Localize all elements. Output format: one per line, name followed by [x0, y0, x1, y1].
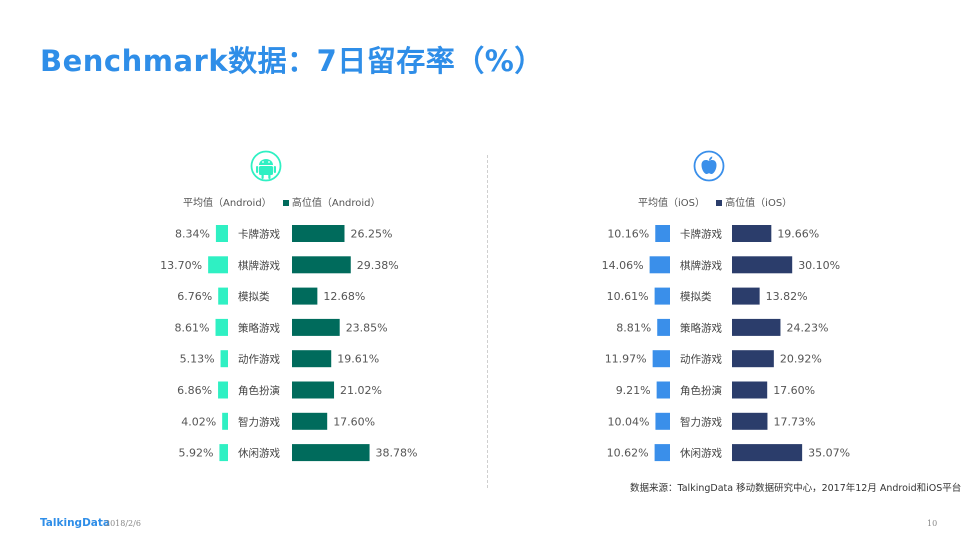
android-avg-label: 6.76% — [177, 290, 212, 303]
data-source-note: 数据来源：TalkingData 移动数据研究中心，2017年12月 Andro… — [630, 483, 962, 494]
android-high-label: 12.68% — [323, 290, 365, 303]
android-avg-bar — [215, 318, 228, 336]
android-avg-bar — [208, 256, 228, 274]
ios-avg-label: 10.62% — [607, 447, 649, 460]
android-high-bar — [292, 381, 335, 399]
android-avg-bar — [219, 444, 228, 462]
page-number: 10 — [927, 519, 938, 528]
ios-high-label: 35.07% — [808, 447, 850, 460]
ios-high-label: 17.73% — [773, 415, 815, 428]
ios-avg-label: 10.16% — [607, 228, 649, 241]
ios-avg-label: 10.61% — [607, 290, 649, 303]
android-high-bar — [292, 287, 318, 305]
ios-avg-bar — [652, 350, 670, 368]
ios-high-bar — [732, 444, 803, 462]
android-high-label: 19.61% — [337, 353, 379, 366]
android-category-label: 棋牌游戏 — [238, 259, 280, 272]
divider — [487, 155, 488, 488]
android-category-label: 角色扮演 — [238, 384, 280, 397]
legend-ios: 平均值（iOS） 高位值（iOS） — [638, 194, 792, 209]
ios-avg-bar — [657, 318, 670, 336]
ios-high-bar — [732, 412, 768, 430]
android-category-label: 模拟类 — [238, 290, 270, 303]
android-chart: 8.34% 卡牌游戏 26.25% 13.70% 棋牌游戏 29.38% 6.76% 模拟类 1… — [160, 225, 418, 462]
android-category-label: 策略游戏 — [238, 321, 280, 334]
ios-avg-bar — [655, 225, 670, 242]
ios-high-bar — [732, 318, 781, 336]
ios-high-bar — [732, 287, 760, 305]
ios-chart: 10.16% 卡牌游戏 19.66% 14.06% 棋牌游戏 30.10% 10.61% 模拟… — [602, 225, 850, 462]
android-avg-label: 13.70% — [160, 259, 202, 272]
ios-avg-label: 8.81% — [616, 321, 651, 334]
ios-category-label: 策略游戏 — [680, 321, 722, 334]
ios-avg-bar — [654, 444, 670, 462]
ios-high-label: 24.23% — [786, 321, 828, 334]
android-high-label: 17.60% — [333, 415, 375, 428]
ios-avg-label: 9.21% — [616, 384, 651, 397]
ios-category-label: 卡牌游戏 — [680, 228, 722, 241]
android-avg-bar — [218, 287, 228, 305]
android-high-label: 23.85% — [346, 321, 388, 334]
android-high-bar — [292, 350, 332, 368]
ios-avg-label: 14.06% — [602, 259, 644, 272]
android-high-label: 38.78% — [376, 447, 418, 460]
legend-swatch-high-android — [282, 200, 289, 206]
android-avg-bar — [222, 412, 228, 430]
android-high-bar — [292, 256, 351, 274]
android-avg-label: 8.34% — [175, 228, 210, 241]
ios-avg-bar — [654, 287, 670, 305]
footer-date: 2018/2/6 — [105, 519, 141, 528]
legend-android: 平均值（Android） 高位值（Android） — [183, 194, 381, 209]
android-high-label: 26.25% — [351, 228, 393, 241]
legend-avg-ios: 平均值（iOS） — [638, 198, 705, 209]
legend-swatch-high-ios — [716, 200, 723, 206]
legend-high-android: 高位值（Android） — [291, 198, 381, 209]
legend-high-ios: 高位值（iOS） — [725, 198, 793, 209]
footer-logo: TalkingData — [40, 517, 110, 529]
ios-avg-bar — [656, 381, 670, 399]
ios-high-bar — [732, 256, 793, 274]
ios-high-bar — [732, 381, 768, 399]
ios-category-label: 动作游戏 — [680, 353, 722, 366]
android-high-bar — [292, 412, 328, 430]
apple-icon — [693, 150, 725, 182]
ios-avg-label: 10.04% — [607, 415, 649, 428]
android-avg-bar — [215, 225, 228, 242]
android-category-label: 卡牌游戏 — [238, 228, 280, 241]
legend-avg-android: 平均值（Android） — [183, 198, 272, 209]
ios-high-label: 20.92% — [780, 353, 822, 366]
android-avg-bar — [220, 350, 228, 368]
ios-avg-label: 11.97% — [605, 353, 647, 366]
android-high-label: 29.38% — [357, 259, 399, 272]
android-avg-label: 4.02% — [181, 415, 216, 428]
ios-avg-bar — [649, 256, 670, 274]
android-avg-label: 5.13% — [180, 353, 215, 366]
android-avg-label: 6.86% — [177, 384, 212, 397]
android-category-label: 动作游戏 — [238, 353, 280, 366]
ios-category-label: 休闲游戏 — [680, 447, 722, 460]
page-title: Benchmark数据：7日留存率（%） — [40, 44, 544, 78]
ios-avg-bar — [655, 412, 670, 430]
ios-category-label: 模拟类 — [680, 290, 712, 303]
ios-category-label: 角色扮演 — [680, 384, 722, 397]
android-high-label: 21.02% — [340, 384, 382, 397]
ios-high-bar — [732, 350, 774, 368]
ios-high-label: 30.10% — [798, 259, 840, 272]
android-category-label: 智力游戏 — [238, 415, 280, 428]
android-high-bar — [292, 318, 340, 336]
ios-high-label: 17.60% — [773, 384, 815, 397]
ios-high-bar — [732, 225, 772, 242]
android-category-label: 休闲游戏 — [238, 447, 280, 460]
android-avg-bar — [218, 381, 228, 399]
ios-high-label: 13.82% — [766, 290, 808, 303]
android-high-bar — [292, 225, 345, 242]
ios-category-label: 智力游戏 — [680, 415, 722, 428]
ios-category-label: 棋牌游戏 — [680, 259, 722, 272]
android-avg-label: 8.61% — [175, 321, 210, 334]
ios-high-label: 19.66% — [777, 228, 819, 241]
android-icon — [250, 150, 282, 182]
android-avg-label: 5.92% — [178, 447, 213, 460]
android-high-bar — [292, 444, 370, 462]
